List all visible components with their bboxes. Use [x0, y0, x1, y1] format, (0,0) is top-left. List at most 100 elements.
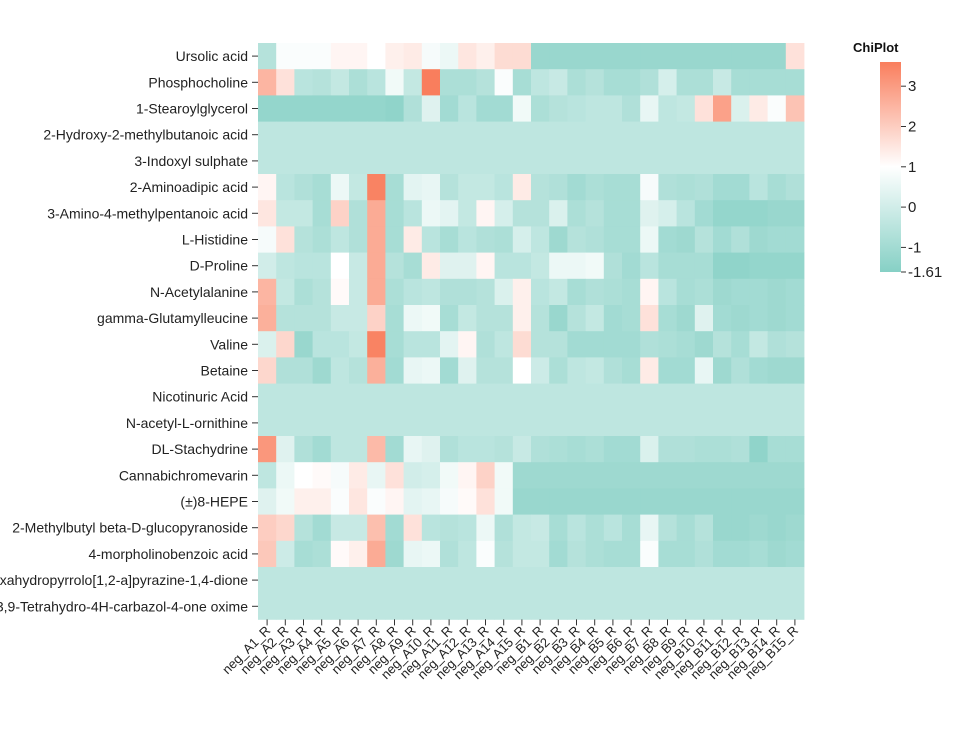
heatmap-cell: [494, 567, 514, 594]
heatmap-cell: [549, 514, 568, 542]
heatmap-cell: [385, 69, 404, 96]
heatmap-cell: [421, 200, 441, 227]
heatmap-cell: [731, 540, 750, 568]
heatmap-cell: [567, 121, 586, 149]
heatmap-cell: [567, 593, 586, 620]
heatmap-cell: [385, 305, 404, 332]
heatmap-cell: [403, 357, 423, 384]
legend-tick-label: 2: [908, 118, 916, 135]
heatmap-cell: [785, 436, 805, 463]
heatmap-cell: [785, 226, 805, 253]
heatmap-cell: [440, 305, 459, 332]
heatmap-cell: [476, 43, 495, 70]
row-label: 1,2,3,9-Tetrahydro-4H-carbazol-4-one oxi…: [0, 598, 248, 614]
heatmap-cell: [603, 278, 623, 306]
heatmap-cell: [603, 488, 623, 515]
heatmap-cell: [767, 121, 787, 149]
heatmap-cell: [531, 331, 550, 358]
heatmap-cell: [731, 409, 750, 437]
heatmap-cell: [349, 462, 368, 489]
heatmap-cell: [567, 514, 586, 542]
heatmap-cell: [640, 488, 659, 515]
heatmap-cell: [385, 252, 404, 280]
heatmap-cell: [403, 200, 423, 227]
heatmap-cell: [258, 462, 277, 489]
heatmap-cell: [421, 305, 441, 332]
heatmap-cell: [676, 174, 696, 201]
heatmap-cell: [512, 567, 532, 594]
heatmap-cell: [676, 226, 696, 253]
heatmap-cell: [476, 436, 495, 463]
heatmap-cell: [421, 252, 441, 280]
heatmap-cell: [585, 357, 605, 384]
heatmap-cell: [385, 200, 404, 227]
heatmap-cell: [731, 514, 750, 542]
heatmap-cell: [330, 488, 350, 515]
heatmap-cell: [330, 436, 350, 463]
heatmap-cell: [676, 462, 696, 489]
heatmap-cell: [476, 488, 495, 515]
heatmap-cell: [330, 200, 350, 227]
heatmap-cell: [294, 593, 313, 620]
heatmap-cell: [549, 200, 568, 227]
heatmap-cell: [367, 95, 386, 122]
heatmap-cell: [567, 540, 586, 568]
heatmap-cell: [385, 147, 404, 175]
heatmap-cell: [749, 462, 768, 489]
heatmap-cell: [713, 462, 732, 489]
heatmap-cell: [785, 95, 805, 122]
heatmap-cell: [476, 305, 495, 332]
heatmap-cell: [349, 567, 368, 594]
heatmap-cell: [258, 436, 277, 463]
heatmap-cell: [512, 69, 532, 96]
heatmap-cell: [349, 252, 368, 280]
heatmap-cell: [312, 567, 332, 594]
row-label: (±)8-HEPE: [180, 494, 248, 510]
heatmap-cell: [312, 43, 332, 70]
heatmap-cell: [767, 357, 787, 384]
heatmap-cell: [658, 305, 677, 332]
heatmap-cell: [713, 121, 732, 149]
heatmap-cell: [749, 514, 768, 542]
heatmap-cell: [294, 488, 313, 515]
legend-tick-label: 1: [908, 159, 916, 176]
heatmap-cell: [658, 43, 677, 70]
heatmap-cell: [458, 252, 477, 280]
heatmap-cell: [785, 540, 805, 568]
heatmap-cell: [603, 305, 623, 332]
heatmap-cell: [713, 226, 732, 253]
heatmap-cell: [440, 514, 459, 542]
heatmap-cell: [676, 436, 696, 463]
heatmap-cell: [421, 488, 441, 515]
heatmap-cell: [785, 121, 805, 149]
heatmap-cell: [512, 121, 532, 149]
heatmap-cell: [785, 252, 805, 280]
heatmap-cell: [694, 462, 714, 489]
heatmap-cell: [440, 357, 459, 384]
heatmap-cell: [549, 436, 568, 463]
heatmap-cell: [440, 69, 459, 96]
heatmap-cell: [622, 540, 641, 568]
heatmap-cell: [367, 383, 386, 411]
heatmap-cell: [494, 95, 514, 122]
heatmap-cell: [549, 226, 568, 253]
heatmap-cell: [385, 514, 404, 542]
heatmap-cell: [403, 436, 423, 463]
heatmap-cell: [749, 278, 768, 306]
heatmap-cell: [640, 409, 659, 437]
heatmap-cell: [403, 95, 423, 122]
heatmap-cell: [330, 409, 350, 437]
heatmap-cell: [567, 357, 586, 384]
heatmap-cell: [276, 69, 295, 96]
heatmap-cell: [312, 121, 332, 149]
heatmap-cell: [585, 147, 605, 175]
legend-tick-label: 0: [908, 199, 916, 216]
heatmap-cell: [549, 357, 568, 384]
heatmap-cell: [603, 226, 623, 253]
heatmap-cell: [658, 278, 677, 306]
heatmap-cell: [403, 226, 423, 253]
heatmap-cell: [440, 593, 459, 620]
heatmap-cell: [713, 567, 732, 594]
heatmap-cell: [658, 357, 677, 384]
heatmap-cell: [367, 409, 386, 437]
